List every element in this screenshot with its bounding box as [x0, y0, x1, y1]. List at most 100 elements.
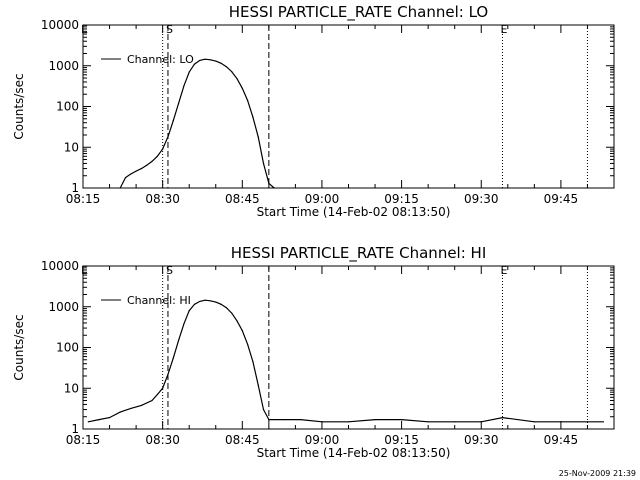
data-point: [454, 421, 456, 423]
hi-channel-panel: HESSI PARTICLE_RATE Channel: HI E S E 1 10 100…: [12, 244, 615, 460]
data-point: [130, 407, 132, 410]
data-point: [119, 411, 121, 413]
y-tick-label: 10: [64, 381, 79, 395]
footer-timestamp: 25-Nov-2009 21:39: [559, 469, 636, 478]
data-point: [209, 300, 212, 302]
series-line: [119, 58, 275, 189]
data-point: [124, 176, 127, 179]
data-point: [156, 393, 158, 396]
data-point: [321, 421, 323, 423]
y-axis-label: Counts/sec: [12, 73, 26, 139]
data-point: [257, 384, 259, 386]
data-point: [172, 357, 174, 359]
marker-label: E: [500, 23, 507, 36]
data-point: [162, 148, 164, 150]
data-point: [533, 421, 535, 423]
data-point: [215, 60, 217, 62]
x-axis-label: Start Time (14-Feb-02 08:13:50): [257, 446, 451, 460]
data-point: [135, 170, 137, 172]
data-point: [204, 299, 206, 301]
data-point: [231, 70, 233, 73]
data-point: [188, 71, 190, 73]
data-point: [273, 187, 275, 189]
data-point: [480, 421, 482, 423]
chart-title: HESSI PARTICLE_RATE Channel: LO: [229, 3, 488, 22]
chart-title: HESSI PARTICLE_RATE Channel: HI: [231, 244, 487, 263]
data-point: [284, 419, 286, 421]
data-point: [262, 162, 265, 165]
data-point: [130, 173, 132, 175]
data-point: [193, 303, 196, 305]
legend-entry: Channel: LO: [127, 53, 194, 66]
data-point: [140, 404, 143, 406]
x-tick-label: 09:30: [464, 433, 499, 447]
data-point: [140, 167, 143, 170]
data-point: [151, 399, 153, 402]
data-point: [177, 339, 180, 341]
x-tick-label: 09:00: [305, 192, 340, 206]
y-tick-label: 100: [56, 100, 79, 114]
data-point: [119, 187, 121, 189]
x-tick-label: 09:15: [384, 192, 419, 206]
x-axis-label: Start Time (14-Feb-02 08:13:50): [257, 205, 451, 219]
series-line: [88, 299, 604, 423]
data-point: [167, 136, 169, 138]
data-point: [172, 120, 174, 122]
data-point: [241, 329, 243, 332]
data-point: [247, 99, 249, 102]
y-tick-label: 1: [71, 422, 79, 436]
legend-entry: Channel: HI: [127, 294, 191, 307]
data-point: [300, 419, 302, 421]
marker-label: E: [81, 264, 88, 277]
data-point: [98, 419, 100, 421]
data-point: [177, 102, 180, 104]
data-point: [199, 59, 201, 62]
data-point: [87, 421, 89, 423]
y-tick-label: 1: [71, 181, 79, 195]
data-point: [257, 136, 259, 138]
data-point: [241, 87, 243, 89]
data-point: [268, 182, 270, 184]
data-point: [252, 361, 254, 363]
data-point: [146, 164, 148, 166]
x-tick-label: 08:30: [145, 433, 180, 447]
data-point: [225, 307, 227, 309]
data-point: [236, 78, 238, 80]
data-point: [220, 62, 222, 64]
x-tick-label: 09:00: [305, 433, 340, 447]
marker-label: S: [166, 264, 173, 277]
data-point: [252, 116, 254, 118]
data-point: [268, 419, 270, 421]
data-point: [236, 320, 238, 322]
data-point: [209, 59, 212, 61]
data-point: [193, 63, 196, 65]
y-tick-label: 10000: [41, 259, 79, 273]
y-tick-label: 10000: [41, 18, 79, 32]
data-point: [231, 312, 233, 314]
data-point: [204, 58, 206, 60]
data-point: [183, 85, 185, 87]
x-tick-label: 09:30: [464, 192, 499, 206]
x-tick-label: 09:45: [544, 192, 579, 206]
x-tick-label: 08:45: [225, 192, 260, 206]
data-point: [167, 373, 169, 375]
data-point: [347, 421, 350, 423]
data-point: [560, 421, 562, 423]
x-tick-label: 08:15: [66, 192, 101, 206]
data-point: [427, 421, 429, 423]
data-point: [247, 343, 249, 345]
y-tick-label: 1000: [48, 300, 79, 314]
y-tick-label: 1000: [48, 59, 79, 73]
data-point: [151, 160, 153, 162]
data-point: [602, 421, 604, 423]
data-point: [183, 323, 185, 325]
y-axis-label: Counts/sec: [12, 314, 26, 380]
data-point: [220, 303, 222, 305]
data-point: [501, 417, 504, 419]
data-point: [374, 419, 376, 421]
data-point: [108, 417, 111, 419]
data-point: [162, 387, 164, 389]
data-point: [199, 300, 201, 303]
y-tick-label: 100: [56, 341, 79, 355]
